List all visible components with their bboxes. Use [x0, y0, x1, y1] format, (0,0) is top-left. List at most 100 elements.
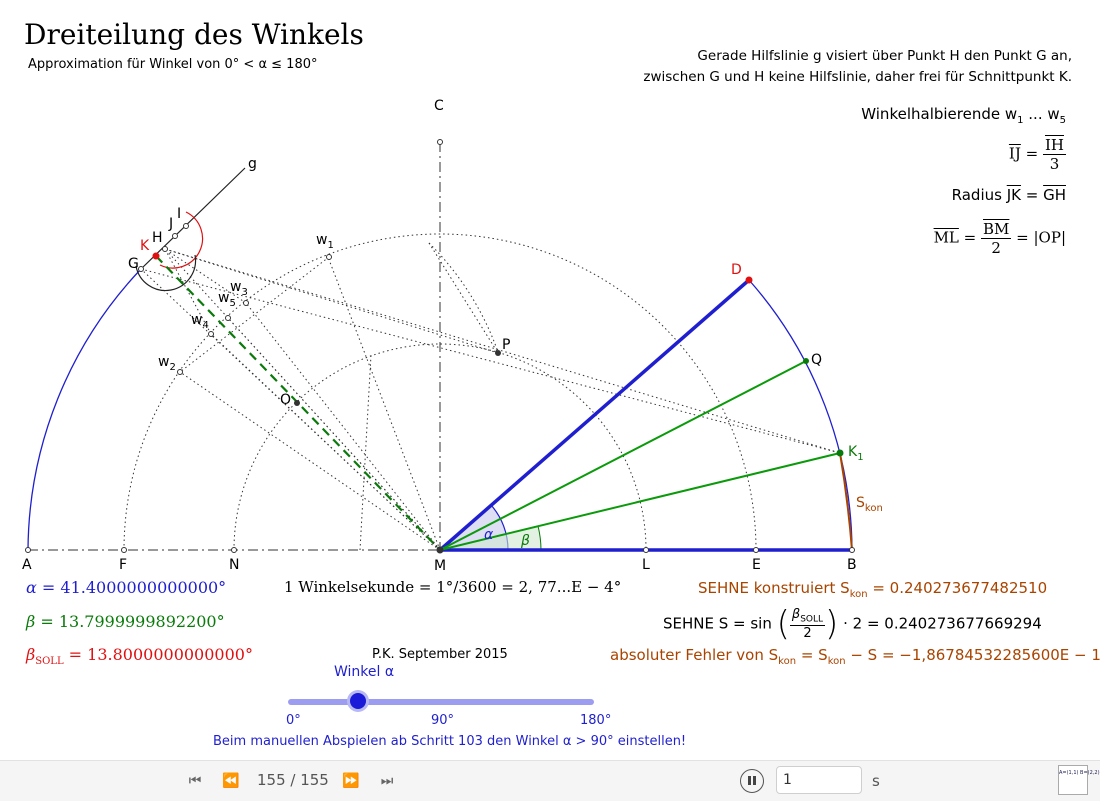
ij-num: IH: [1042, 136, 1066, 155]
point-K: [152, 252, 160, 260]
beta-number: = 13.7999999892200°: [35, 612, 225, 631]
step-back-icon[interactable]: ⏪: [222, 773, 240, 789]
label-M: M: [434, 558, 446, 574]
step-forward-icon[interactable]: ⏩: [342, 773, 360, 789]
point-w2: [177, 369, 183, 375]
point-E: [753, 547, 759, 553]
ij-den: 3: [1049, 155, 1060, 173]
sehne-s-number: · 2 = 0.240273677669294: [843, 614, 1042, 633]
ij-formula: IJ = IH 3: [1008, 136, 1066, 173]
label-Q: Q: [811, 352, 822, 368]
sehne-kon-number: = 0.240273677482510: [867, 579, 1048, 597]
outer-arc-left: [27, 268, 142, 551]
dotted-construction-lines: [140, 242, 841, 551]
label-skon: Skon: [856, 495, 883, 514]
point-N: [231, 547, 237, 553]
sehne-s-num-sub: SOLL: [800, 614, 824, 625]
slider-hint: Beim manuellen Abspielen ab Schritt 103 …: [213, 734, 687, 749]
point-O: [294, 400, 300, 406]
label-H: H: [152, 230, 163, 246]
pause-icon[interactable]: [740, 769, 764, 793]
black-arc: [135, 254, 197, 292]
speed-input[interactable]: [776, 766, 862, 794]
slider-track[interactable]: [288, 699, 594, 705]
label-J: J: [168, 216, 173, 232]
author-text: P.K. September 2015: [372, 647, 508, 662]
skip-to-start-icon[interactable]: ⏮: [188, 773, 202, 789]
ml-formula: ML = BM 2 = |OP|: [933, 220, 1066, 257]
label-w2: w2: [158, 354, 176, 373]
point-G: [138, 266, 144, 272]
label-B: B: [847, 557, 857, 573]
sehne-kon-value: SEHNE konstruiert Skon = 0.2402736774825…: [698, 579, 1047, 600]
green-dashed-line: [155, 255, 441, 551]
radius-label: Radius: [951, 186, 1007, 204]
fehler-label: absoluter Fehler von S: [610, 646, 779, 664]
label-N: N: [229, 557, 239, 573]
label-F: F: [119, 557, 127, 573]
slider-knob[interactable]: [350, 693, 367, 709]
point-M: [436, 546, 444, 554]
point-D: [745, 276, 753, 284]
fehler-sub2: kon: [827, 656, 846, 667]
page-title: Dreiteilung des Winkels: [24, 18, 364, 51]
beta-soll-sub: SOLL: [35, 656, 64, 668]
angle-slider[interactable]: [288, 690, 598, 714]
alpha-number: = 41.4000000000000°: [36, 578, 227, 597]
sehne-s-fraction: βSOLL 2: [789, 607, 826, 641]
label-w4: w4: [191, 312, 209, 331]
bisectors-to: 5: [1059, 115, 1066, 126]
sehne-kon-sub: kon: [849, 589, 868, 600]
red-arc: [159, 211, 204, 269]
point-L: [643, 547, 649, 553]
label-w1: w1: [316, 232, 334, 251]
fehler-mid: = S: [796, 646, 828, 664]
label-D: D: [731, 262, 742, 278]
label-C: C: [434, 98, 444, 114]
ml-num: BM: [981, 220, 1012, 239]
point-I: [183, 223, 189, 229]
radius-formula: Radius JK = GH: [951, 186, 1066, 204]
sehne-s-num: β: [791, 607, 801, 623]
sehne-s-value: SEHNE S = sin (βSOLL 2) · 2 = 0.240273677…: [663, 604, 1042, 644]
ij-lhs: IJ: [1008, 144, 1021, 163]
slider-max-label: 180°: [580, 713, 612, 728]
speed-unit: s: [872, 772, 880, 790]
page-subtitle: Approximation für Winkel von 0° < α ≤ 18…: [28, 57, 318, 72]
point-w5: [225, 315, 231, 321]
sehne-s-label: SEHNE S = sin: [663, 614, 772, 633]
beta-soll-number: = 13.8000000000000°: [63, 645, 253, 664]
point-w1: [326, 254, 332, 260]
step-counter: 155 / 155: [257, 771, 329, 789]
label-O: O: [280, 392, 291, 408]
construction-canvas: A F N M L E B C P O Q G H J I g w1 w2 w3…: [22, 98, 883, 574]
winkelsekunde-text: 1 Winkelsekunde = 1°/3600 = 2, 77...E − …: [284, 578, 622, 596]
label-w3: w3: [230, 279, 248, 298]
point-C: [437, 139, 443, 145]
bisectors-dots: ... w: [1023, 105, 1060, 123]
label-K: K: [140, 238, 150, 254]
outer-arc-right: [748, 279, 853, 551]
bisectors-label: Winkelhalbierende w: [861, 105, 1018, 123]
alpha-symbol: α: [26, 578, 37, 597]
point-w3: [243, 300, 249, 306]
fehler-number: − S = −1,86784532285600E − 10: [845, 646, 1100, 664]
point-J: [172, 233, 178, 239]
playback-toolbar: ⏮ ⏪ 155 / 155 ⏩ ⏭ s A=(1,1) B=(2,2) a: y…: [0, 760, 1100, 801]
slider-min-label: 0°: [286, 713, 301, 728]
radius-rhs: GH: [1043, 186, 1066, 204]
point-A: [25, 547, 31, 553]
ml-fraction: BM 2: [981, 220, 1012, 257]
point-w4: [208, 331, 214, 337]
label-beta: β: [520, 533, 530, 549]
radius-lhs: JK: [1006, 186, 1021, 204]
chord-skon: [839, 452, 853, 551]
algebra-view-icon[interactable]: A=(1,1) B=(2,2) a: y=x: [1058, 765, 1100, 795]
ij-fraction: IH 3: [1042, 136, 1066, 173]
label-w5: w5: [218, 290, 236, 309]
point-Q: [803, 358, 809, 364]
construction-note: Gerade Hilfslinie g visiert über Punkt H…: [643, 46, 1072, 88]
beta-soll-symbol: β: [26, 645, 36, 664]
skip-to-end-icon[interactable]: ⏭: [380, 773, 394, 789]
bisectors-formula: Winkelhalbierende w1 ... w5: [861, 105, 1066, 126]
